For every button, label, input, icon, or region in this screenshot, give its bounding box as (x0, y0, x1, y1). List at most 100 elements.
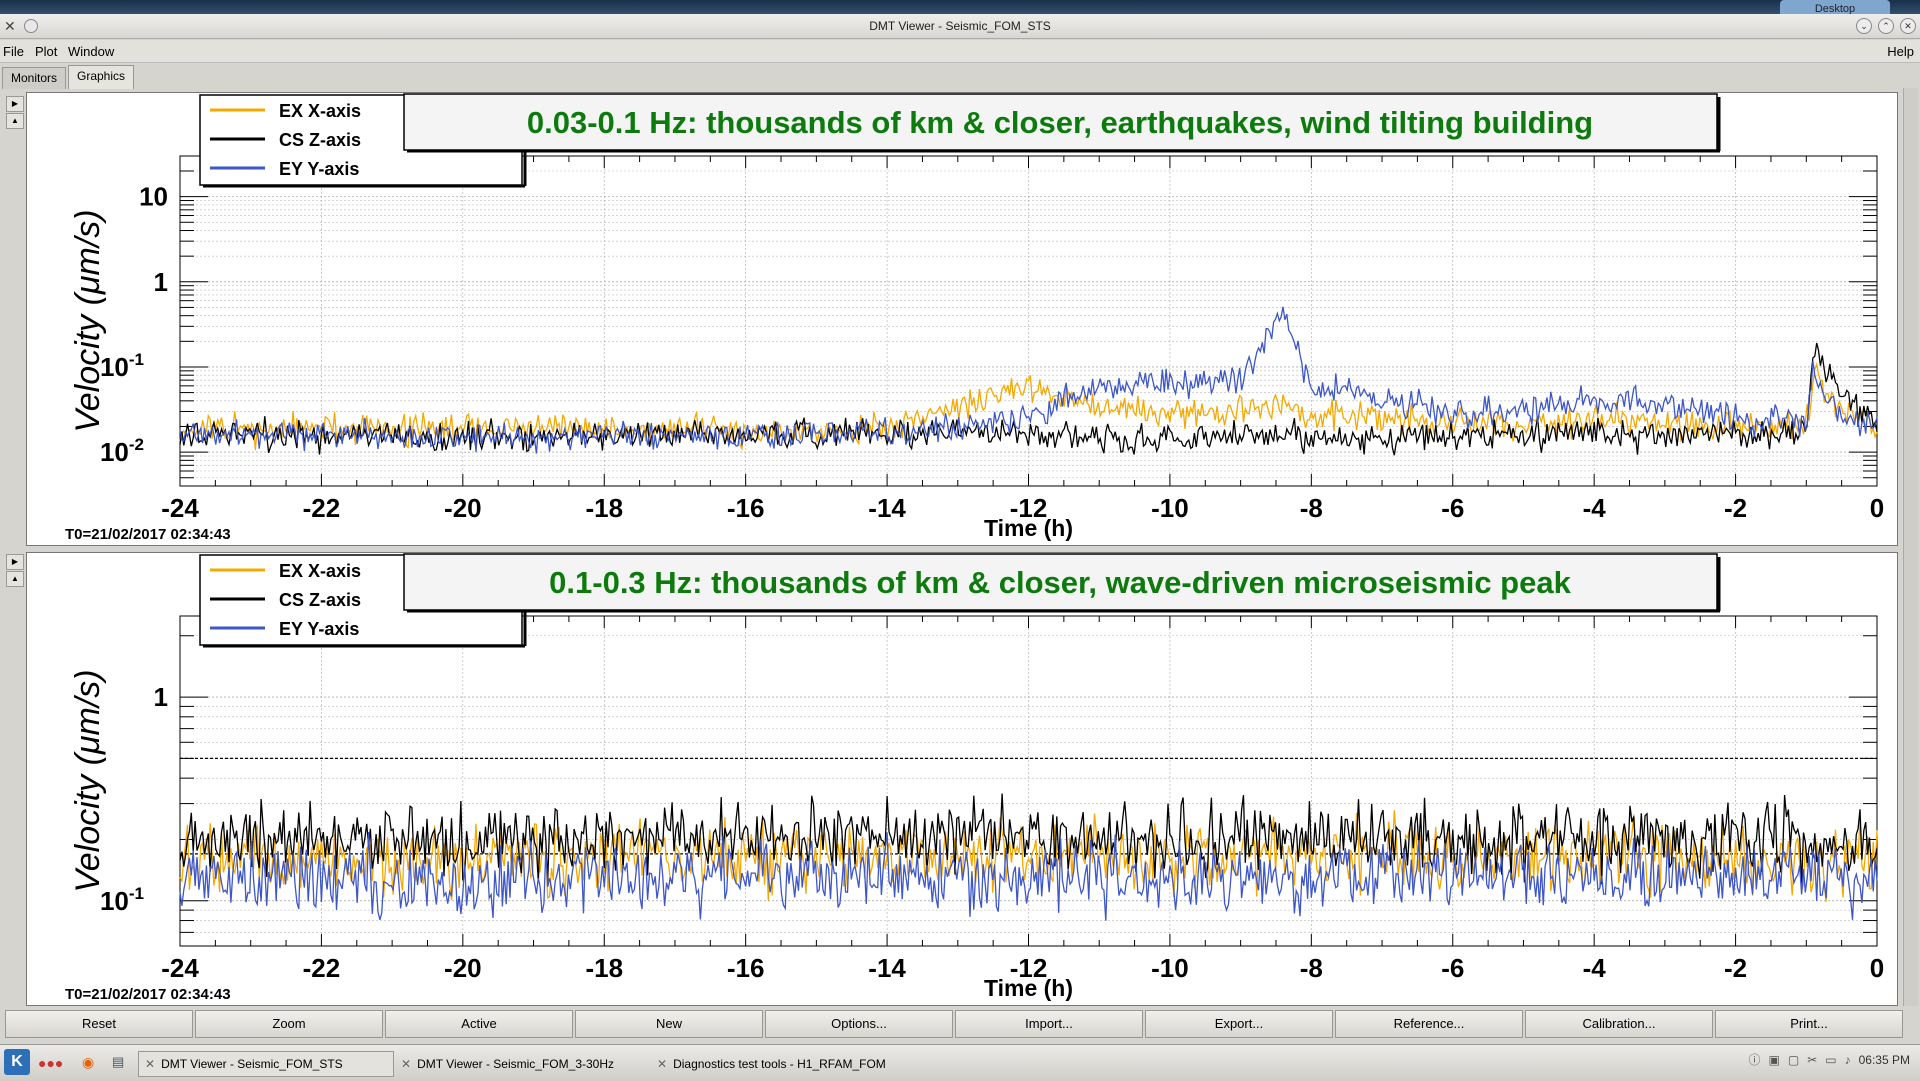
terminal-icon[interactable]: ▤ (112, 1054, 125, 1069)
desktop-tab[interactable]: Desktop (1780, 0, 1890, 16)
menu-plot[interactable]: Plot (35, 44, 58, 59)
volume-icon[interactable]: ♪ (1844, 1052, 1851, 1067)
x-tick-label: -20 (444, 953, 482, 983)
legend-label: CS Z-axis (279, 590, 361, 610)
pin-icon[interactable] (24, 19, 38, 33)
series-line-cs-z-axis (179, 342, 1878, 456)
x-tick-label: -22 (303, 953, 341, 983)
x-tick-label: -8 (1300, 953, 1323, 983)
series-line-ey-y-axis (179, 831, 1878, 921)
y-axis-label: Velocity (μm/s) (69, 669, 107, 892)
reset-button[interactable]: Reset (5, 1010, 193, 1038)
plot-panel-bottom[interactable]: 10-1 1 -24 -22 -20 -18 -16 -14 -12 -10 -8 -6 -4 -2 0 Ti… (26, 552, 1898, 1006)
system-tray: ⓘ ▣ ▢ ✂ ▭ ♪ 06:35 PM (1749, 1051, 1910, 1068)
options-button[interactable]: Options... (765, 1010, 953, 1038)
active-button[interactable]: Active (385, 1010, 573, 1038)
x-tick-label: -14 (868, 493, 906, 523)
new-button[interactable]: New (575, 1010, 763, 1038)
x-tick-label: -16 (727, 953, 765, 983)
x-tick-label: -20 (444, 493, 482, 523)
window-titlebar[interactable]: ✕ DMT Viewer - Seismic_FOM_STS ⌄ ⌃ ✕ (0, 14, 1920, 39)
tools-icon[interactable]: ✂ (1807, 1052, 1818, 1067)
tab-bar: Monitors Graphics (0, 64, 1920, 89)
close-icon[interactable]: ✕ (1900, 18, 1916, 34)
x-tick-label: -14 (868, 953, 906, 983)
notification-icon[interactable]: ⓘ (1748, 1053, 1761, 1067)
task-dmt-viewer-sts[interactable]: ✕ DMT Viewer - Seismic_FOM_STS (138, 1051, 394, 1077)
chart-title: 0.1-0.3 Hz: thousands of km & closer, wa… (549, 565, 1571, 600)
menu-window[interactable]: Window (68, 44, 115, 59)
x-tick-label: -6 (1441, 953, 1464, 983)
x-axis-label: Time (h) (984, 515, 1073, 541)
window-title: DMT Viewer - Seismic_FOM_STS (869, 19, 1051, 33)
network-icon[interactable]: ▣ (1768, 1052, 1780, 1067)
pad-next-arrow-icon[interactable]: ▶ (6, 96, 24, 112)
y-axis-label: Velocity (μm/s) (69, 209, 107, 432)
pad-up-arrow-icon[interactable]: ▲ (6, 113, 24, 129)
menu-help[interactable]: Help (1887, 44, 1914, 59)
menu-file[interactable]: File (3, 44, 24, 59)
task-label: DMT Viewer - Seismic_FOM_3-30Hz (417, 1057, 614, 1071)
taskbar: K ●●● ◉ ▤ ✕ DMT Viewer - Seismic_FOM_STS … (0, 1044, 1920, 1081)
x-tick-label: -16 (727, 493, 765, 523)
series-line-ey-y-axis (179, 306, 1878, 454)
legend-label: EY Y-axis (279, 619, 359, 639)
task-dmt-viewer-3-30hz[interactable]: ✕ DMT Viewer - Seismic_FOM_3-30Hz (401, 1057, 614, 1071)
pad-up-arrow-icon[interactable]: ▲ (6, 571, 24, 587)
x-tick-label: -18 (585, 953, 623, 983)
y-tick-label: 10-1 (100, 350, 144, 382)
legend-label: EY Y-axis (279, 159, 359, 179)
maximize-icon[interactable]: ⌃ (1878, 18, 1894, 34)
display-icon[interactable]: ▭ (1825, 1052, 1837, 1067)
x-tick-label: -8 (1300, 493, 1323, 523)
task-diagnostics-test-tools[interactable]: ✕ Diagnostics test tools - H1_RFAM_FOM (657, 1057, 886, 1071)
title-box (403, 93, 1718, 151)
x-tick-label: -12 (1010, 953, 1048, 983)
kde-menu-icon[interactable]: K (4, 1049, 30, 1075)
x-tick-label: -10 (1151, 953, 1189, 983)
legend-label: CS Z-axis (279, 130, 361, 150)
calibration-button[interactable]: Calibration... (1525, 1010, 1713, 1038)
activity-dots-icon[interactable]: ●●● (38, 1055, 64, 1071)
task-label: Diagnostics test tools - H1_RFAM_FOM (673, 1057, 886, 1071)
bottom-toolbar: Reset Zoom Active New Options... Import.… (4, 1010, 1904, 1038)
x-tick-label: 0 (1870, 493, 1884, 523)
vertical-scrollbar[interactable] (1903, 88, 1918, 1006)
y-tick-label: 1 (154, 682, 168, 712)
x-tick-label: -18 (585, 493, 623, 523)
chart-bottom[interactable]: 10-11-24 -22 -20 -18 -16 -14 -12 -10 -8 -6 -4 -2 0Ti… (27, 553, 1897, 1005)
y-tick-label: 10 (139, 182, 168, 212)
clipboard-icon[interactable]: ▢ (1787, 1052, 1800, 1067)
x-tick-label: -24 (161, 493, 199, 523)
x-tick-label: -22 (303, 493, 341, 523)
y-tick-label: 10-2 (100, 435, 144, 467)
x-tick-label: -12 (1010, 493, 1048, 523)
print-button[interactable]: Print... (1715, 1010, 1903, 1038)
x-app-icon[interactable]: ✕ (4, 18, 16, 34)
x-tick-label: 0 (1870, 953, 1884, 983)
x-tick-label: -4 (1583, 953, 1607, 983)
import-button[interactable]: Import... (955, 1010, 1143, 1038)
legend-label: EX X-axis (279, 561, 361, 581)
x-tick-label: -2 (1724, 953, 1747, 983)
pad-next-arrow-icon[interactable]: ▶ (6, 554, 24, 570)
zoom-button[interactable]: Zoom (195, 1010, 383, 1038)
tab-graphics[interactable]: Graphics (68, 65, 135, 89)
t0-label: T0=21/02/2017 02:34:43 (65, 526, 231, 543)
t0-label: T0=21/02/2017 02:34:43 (65, 986, 231, 1003)
tab-monitors[interactable]: Monitors (2, 67, 67, 89)
x-tick-label: -6 (1441, 493, 1464, 523)
chart-title: 0.03-0.1 Hz: thousands of km & closer, e… (527, 105, 1593, 140)
minimize-icon[interactable]: ⌄ (1856, 18, 1872, 34)
task-label: DMT Viewer - Seismic_FOM_STS (161, 1057, 343, 1071)
series-line-cs-z-axis (179, 793, 1878, 885)
plot-panel-top[interactable]: 10-2 10-1 1 10 -24 -22 -20 -18 -16 -14 -12 -10 -8 -6-… (26, 92, 1898, 546)
legend-label: EX X-axis (279, 101, 361, 121)
firefox-icon[interactable]: ◉ (82, 1054, 95, 1070)
x-tick-label: -2 (1724, 493, 1747, 523)
export-button[interactable]: Export... (1145, 1010, 1333, 1038)
reference-button[interactable]: Reference... (1335, 1010, 1523, 1038)
x-tick-label: -24 (161, 953, 199, 983)
x-tick-label: -10 (1151, 493, 1189, 523)
